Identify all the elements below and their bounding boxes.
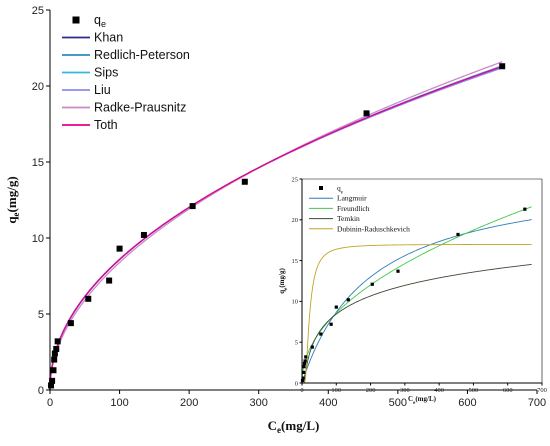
data-point-12 bbox=[370, 282, 374, 286]
x-tick-label: 300 bbox=[250, 397, 268, 409]
legend-label-points: qe bbox=[337, 184, 344, 196]
x-tick-label: 100 bbox=[110, 397, 128, 409]
data-point-8 bbox=[319, 332, 323, 336]
data-point-8 bbox=[85, 295, 92, 302]
y-tick-label: 5 bbox=[38, 309, 44, 321]
legend-marker-points bbox=[72, 16, 80, 24]
data-point-13 bbox=[241, 178, 248, 185]
y-tick-label: 10 bbox=[292, 299, 299, 306]
data-point-4 bbox=[51, 350, 58, 357]
data-point-2 bbox=[50, 367, 57, 374]
y-tick-label: 5 bbox=[295, 340, 298, 347]
x-tick-label: 600 bbox=[503, 387, 513, 394]
y-tick-label: 15 bbox=[32, 157, 44, 169]
data-point-9 bbox=[329, 322, 333, 326]
y-tick-label: 0 bbox=[38, 385, 44, 397]
x-axis-label: Ce(mg/L) bbox=[268, 418, 320, 435]
data-point-6 bbox=[304, 355, 308, 359]
legend-label-khan: Khan bbox=[94, 31, 123, 45]
x-tick-label: 300 bbox=[400, 387, 410, 394]
data-point-5 bbox=[53, 345, 60, 352]
legend-label-points: qe bbox=[94, 13, 106, 29]
y-tick-label: 20 bbox=[292, 217, 299, 224]
inset-chart: 0 100 200 300 400 500 600 700 0 5 10 15 20 25 Ce(mg/L)… bbox=[278, 176, 547, 406]
y-tick-label: 20 bbox=[32, 81, 44, 93]
y-tick-label: 15 bbox=[292, 258, 299, 265]
legend-label-liu: Liu bbox=[94, 83, 111, 97]
series-line-temkin bbox=[304, 263, 532, 383]
data-point-15 bbox=[523, 207, 527, 211]
data-point-0 bbox=[300, 378, 305, 383]
data-point-6 bbox=[54, 338, 61, 345]
y-tick-label: 25 bbox=[292, 176, 299, 183]
data-point-2 bbox=[302, 370, 306, 374]
y-axis-label: qe(mg/g) bbox=[4, 176, 21, 223]
x-tick-label: 700 bbox=[537, 387, 547, 394]
data-point-12 bbox=[189, 203, 196, 210]
data-point-10 bbox=[116, 245, 123, 252]
data-point-7 bbox=[310, 345, 314, 349]
y-tick-label: 10 bbox=[32, 233, 44, 245]
data-point-14 bbox=[456, 232, 460, 237]
x-tick-label: 500 bbox=[389, 397, 407, 409]
data-point-1 bbox=[301, 376, 305, 380]
legend-label-redlich-peterson: Redlich-Peterson bbox=[94, 48, 190, 62]
data-point-14 bbox=[363, 110, 370, 117]
data-point-11 bbox=[346, 298, 350, 302]
x-tick-label: 600 bbox=[458, 397, 476, 409]
data-point-0 bbox=[48, 382, 55, 389]
x-tick-label: 0 bbox=[300, 387, 303, 394]
data-point-7 bbox=[67, 320, 74, 327]
data-point-5 bbox=[303, 359, 307, 363]
data-point-1 bbox=[49, 377, 56, 384]
y-tick-label: 25 bbox=[32, 5, 44, 17]
data-point-13 bbox=[396, 269, 400, 273]
x-tick-label: 500 bbox=[469, 387, 479, 394]
data-point-10 bbox=[334, 305, 338, 309]
y-tick-label: 0 bbox=[295, 380, 298, 387]
main-chart: 0 100 200 300 400 500 600 7000510152025Ce(mg/L)… bbox=[4, 5, 546, 435]
data-point-15 bbox=[499, 63, 506, 70]
x-tick-label: 400 bbox=[434, 387, 444, 394]
legend-label-sips: Sips bbox=[94, 66, 118, 80]
y-axis-label: qe(mg/g) bbox=[278, 268, 289, 294]
data-point-9 bbox=[106, 277, 113, 284]
data-point-11 bbox=[140, 231, 147, 238]
legend-label-temkin: Temkin bbox=[337, 214, 360, 223]
legend-label-freundlich: Freundlich bbox=[337, 204, 370, 213]
legend-label-langmuir: Langmuir bbox=[337, 194, 367, 203]
x-tick-label: 100 bbox=[331, 387, 341, 394]
legend-label-toth: Toth bbox=[94, 118, 118, 132]
legend-marker-points bbox=[319, 186, 323, 190]
x-tick-label: 0 bbox=[47, 397, 53, 409]
x-axis-label: Ce(mg/L) bbox=[408, 395, 437, 406]
data-point-4 bbox=[302, 361, 306, 366]
x-tick-label: 700 bbox=[528, 397, 546, 409]
data-point-3 bbox=[302, 365, 306, 369]
x-tick-label: 400 bbox=[319, 397, 337, 409]
x-tick-label: 200 bbox=[180, 397, 198, 409]
legend-label-radke-prausnitz: Radke-Prausnitz bbox=[94, 101, 186, 115]
data-point-3 bbox=[51, 356, 58, 363]
series-line-dubinin-raduschkevich bbox=[302, 243, 532, 384]
legend-label-dubinin-raduschkevich: Dubinin-Raduschkevich bbox=[337, 224, 410, 233]
x-tick-label: 200 bbox=[366, 387, 376, 394]
